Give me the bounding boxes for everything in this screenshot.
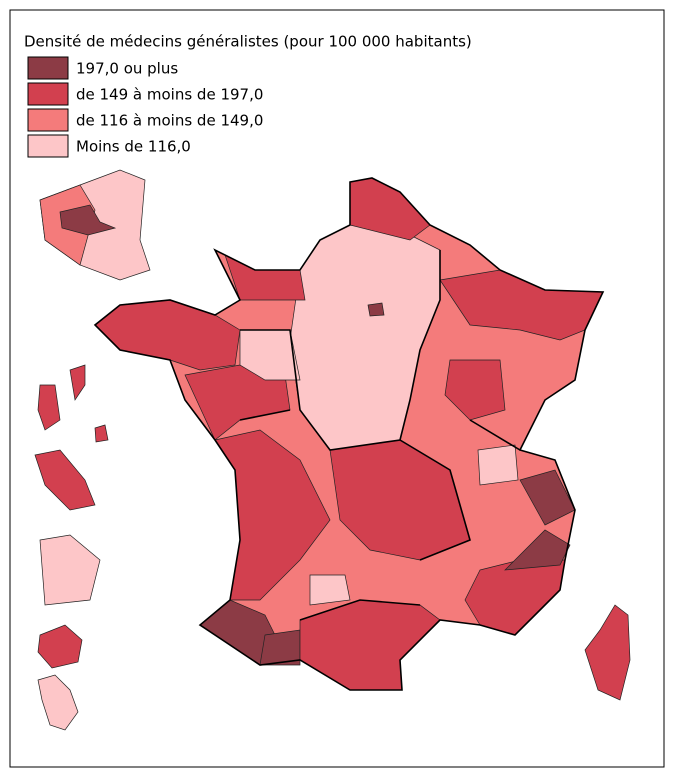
department [444,359,506,421]
legend-swatch [27,108,69,132]
martinique-small [94,424,109,443]
paris-inset [59,204,117,236]
legend-label: 197,0 ou plus [76,60,178,78]
legend-label: de 149 à moins de 197,0 [76,86,263,104]
department [477,444,519,486]
reunion [37,624,83,669]
legend-label: de 116 à moins de 149,0 [76,112,263,130]
legend-label: Moins de 116,0 [76,138,191,156]
overseas [34,169,151,731]
department [504,529,571,571]
legend: 197,0 ou plus de 149 à moins de 197,0 de 1… [27,56,263,158]
legend-title: Densité de médecins généralistes (pour 1… [24,33,472,51]
legend-swatch [27,82,69,106]
paris [367,302,385,317]
metropolitan-france [93,177,631,701]
legend-swatch [27,56,69,80]
martinique [34,449,96,511]
legend-swatch [27,134,69,158]
department [309,574,351,606]
region-borders [93,177,605,691]
guadeloupe [37,364,86,431]
department [259,629,301,666]
mayotte [37,674,79,731]
corsica [584,604,631,701]
guyane [39,534,101,606]
